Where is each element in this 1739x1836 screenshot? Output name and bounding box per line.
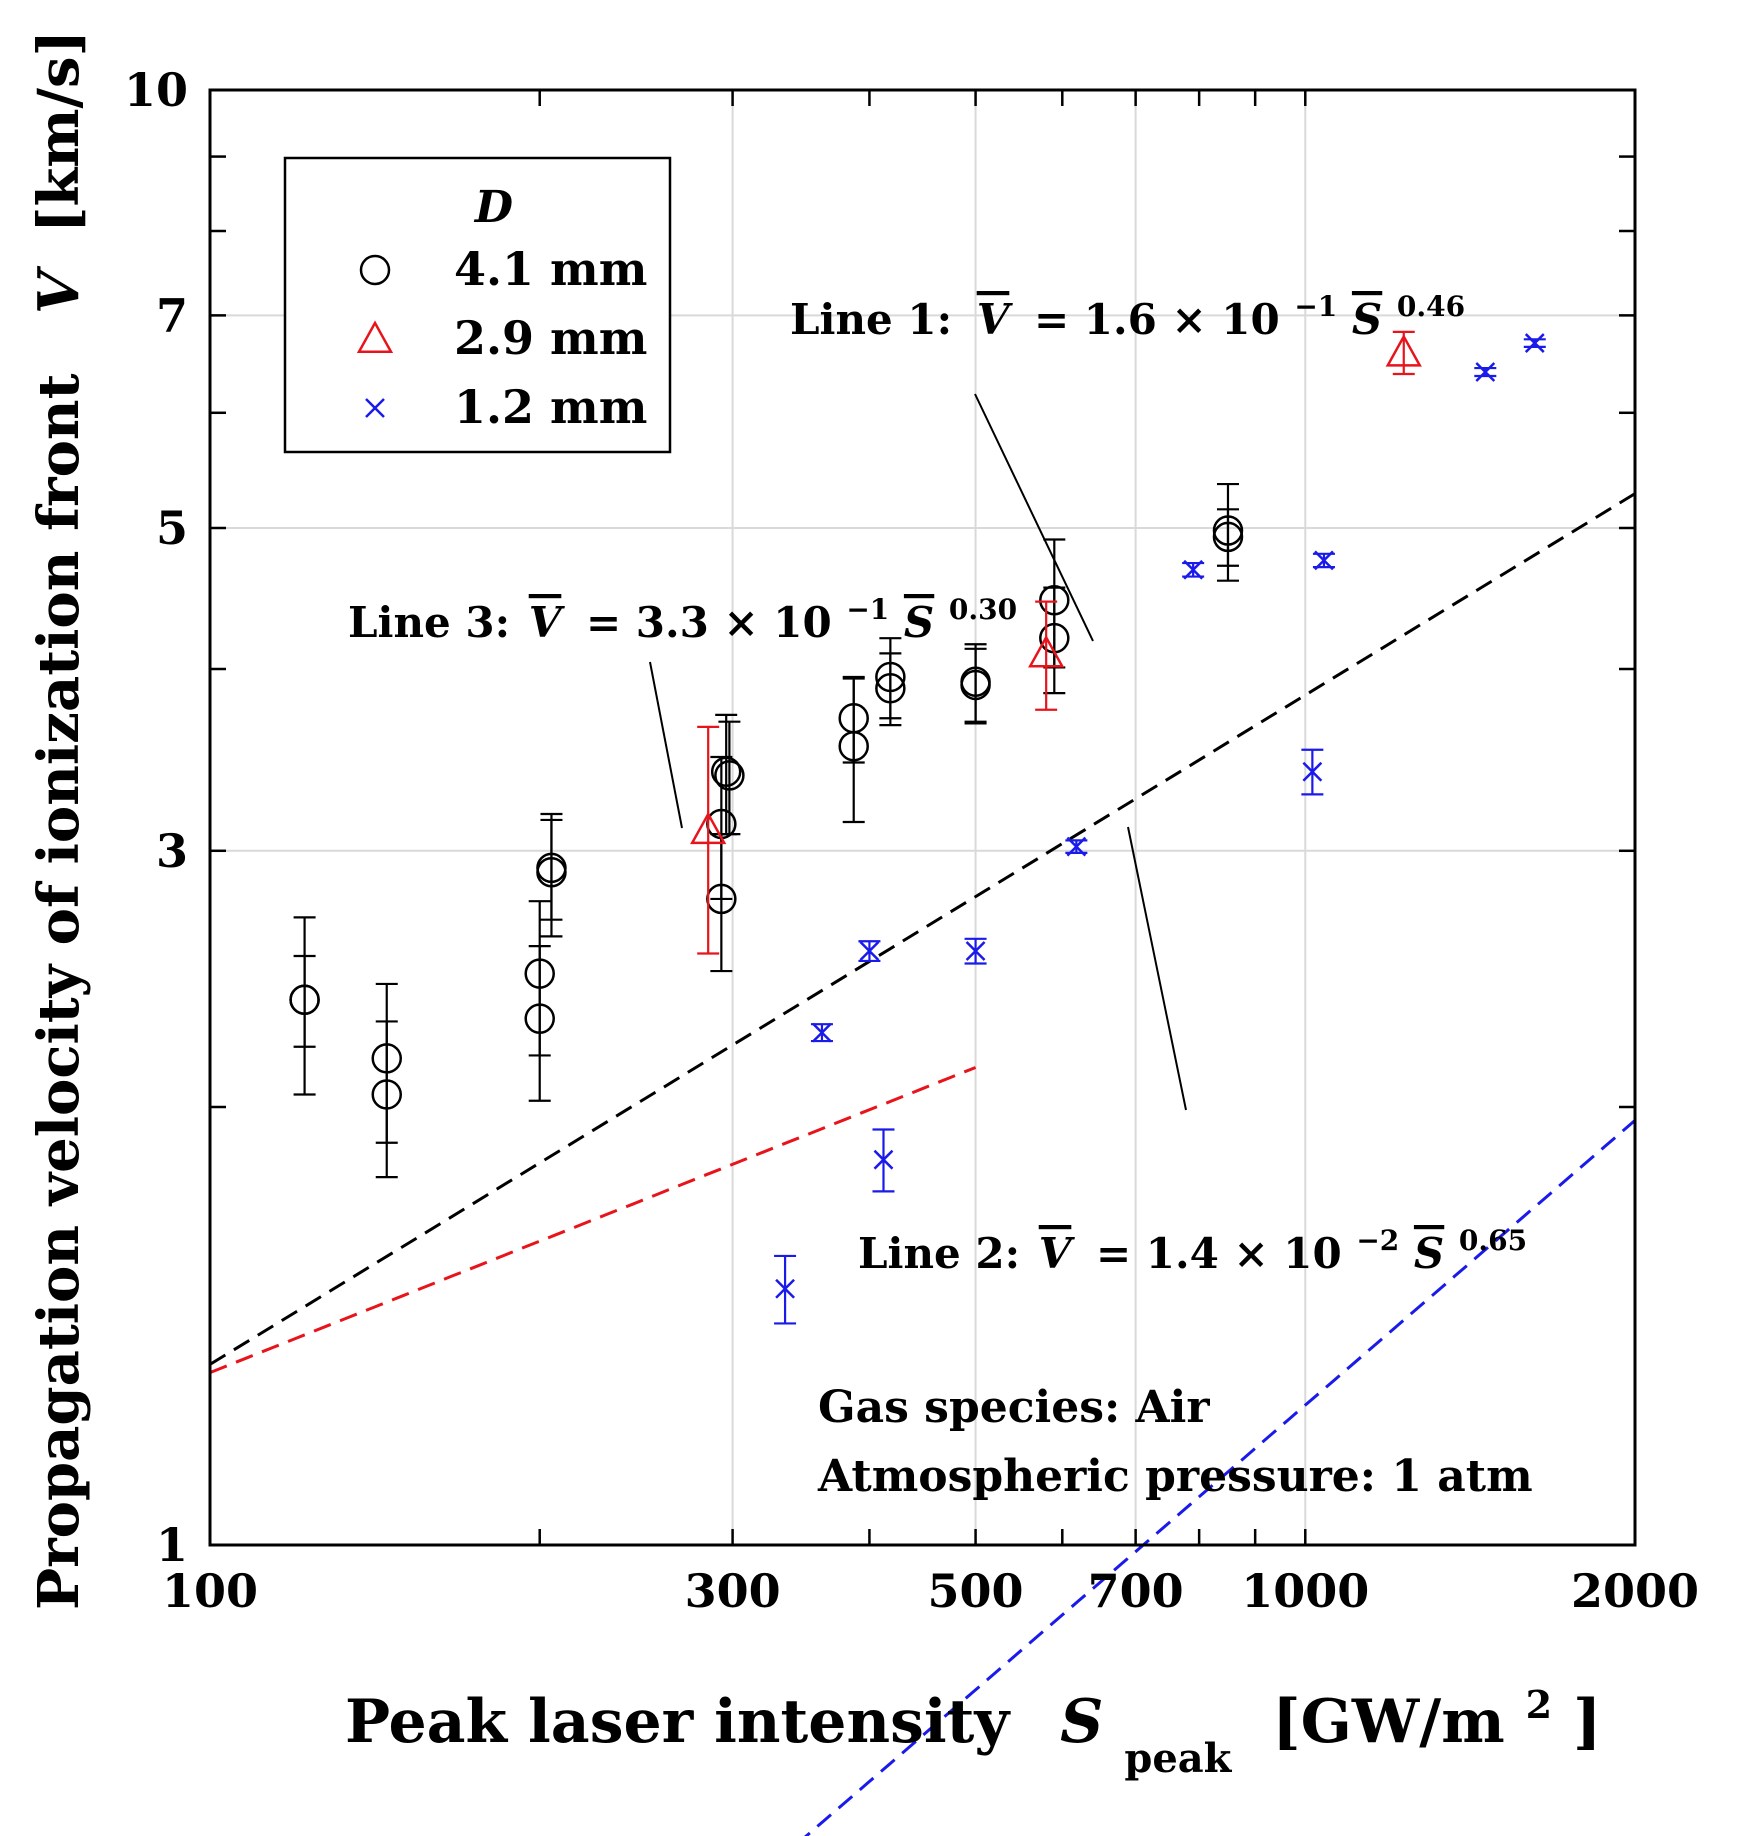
line3-pointer — [649, 661, 683, 829]
data-point — [965, 941, 986, 961]
plot-frame — [208, 88, 1637, 1547]
y-tick-label: 3 — [156, 824, 188, 878]
x-tick-label: 300 — [685, 1564, 781, 1618]
x-tick-label: 500 — [928, 1564, 1024, 1618]
tick-labels: 100 300 500 700 1000 2000 1 3 5 7 10 — [124, 63, 1699, 1618]
line1-annotation-exp-val: 0.46 — [1397, 290, 1465, 323]
x-axis-label-unit-end: ] — [1573, 1687, 1601, 1757]
line1-annotation-exp-pow: −1 — [1294, 290, 1337, 323]
line2-annotation-prefix: Line 2: — [858, 1229, 1020, 1278]
data-point — [1028, 634, 1065, 668]
series-1-2-mm — [774, 333, 1546, 1325]
legend-marker — [365, 398, 385, 418]
y-axis-label-unit: [km/s] — [26, 30, 92, 233]
line3-annotation-exp-pow: −1 — [846, 593, 889, 626]
data-point — [1183, 559, 1204, 580]
line2-pointer — [1127, 826, 1187, 1111]
y-tick-label: 10 — [124, 63, 188, 117]
legend-label: 2.9 mm — [454, 311, 647, 365]
fit-lines — [209, 492, 1636, 1836]
y-tick-label: 7 — [156, 288, 188, 342]
data-point — [524, 1003, 555, 1034]
line3-annotation-v: V — [529, 598, 566, 647]
y-axis-label-main: Propagation velocity of ionization front — [26, 373, 92, 1610]
x-axis-label-main: Peak laser intensity — [345, 1687, 1011, 1757]
note-pressure: Atmospheric pressure: 1 atm — [817, 1451, 1533, 1502]
y-axis-label-symbol: V — [26, 265, 92, 314]
data-point — [1066, 836, 1087, 857]
y-tick-label: 5 — [156, 501, 188, 555]
note-gas-species: Gas species: Air — [818, 1382, 1210, 1433]
line1-annotation-body: = 1.6 × 10 — [1034, 295, 1280, 344]
x-axis-label-unit: [GW/m — [1272, 1687, 1504, 1757]
line2-annotation-body: = 1.4 × 10 — [1096, 1229, 1342, 1278]
data-point — [710, 756, 742, 787]
y-tick-label: 1 — [156, 1518, 188, 1572]
data-point — [1314, 550, 1334, 571]
data-point — [1212, 521, 1244, 553]
data-point — [1475, 362, 1496, 382]
line1-annotation-prefix: Line 1: — [790, 295, 952, 344]
legend-marker — [359, 254, 391, 286]
series-4-1-mm — [289, 482, 1244, 1179]
line3-annotation-s: S — [904, 598, 934, 647]
data-point — [536, 856, 567, 888]
line2-annotation-exp-val: 0.65 — [1459, 1224, 1527, 1257]
x-axis-label-sup: 2 — [1526, 1682, 1552, 1727]
data-point — [812, 1022, 832, 1043]
line1-annotation-s: S — [1352, 295, 1382, 344]
data-point — [873, 1149, 894, 1170]
legend-title: D — [473, 182, 513, 233]
line1-annotation: Line 1: V = 1.6 × 10 −1 S 0.46 — [790, 277, 1465, 344]
line3-annotation: Line 3: V = 3.3 × 10 −1 S 0.30 — [348, 580, 1017, 647]
fit-line-line-2 — [803, 1119, 1636, 1836]
series-2-9-mm — [690, 330, 1422, 955]
line2-annotation: Line 2: V = 1.4 × 10 −2 S 0.65 — [858, 1211, 1527, 1278]
x-tick-label: 1000 — [1241, 1564, 1369, 1618]
data-point — [1524, 333, 1545, 353]
x-axis-label: Peak laser intensity S peak [GW/m 2 ] — [345, 1663, 1601, 1787]
line3-annotation-prefix: Line 3: — [348, 598, 510, 647]
data-point — [289, 984, 320, 1015]
x-axis-label-symbol: S — [1060, 1687, 1103, 1757]
data-point — [371, 1079, 402, 1110]
x-tick-label: 700 — [1088, 1564, 1184, 1618]
legend-box — [283, 156, 672, 454]
line2-annotation-exp-pow: −2 — [1356, 1224, 1399, 1257]
line2-annotation-s: S — [1414, 1229, 1444, 1278]
line1-pointer — [974, 393, 1094, 642]
line3-annotation-exp-val: 0.30 — [949, 593, 1017, 626]
data-point — [690, 811, 727, 845]
fit-line-line-3 — [209, 1066, 977, 1374]
x-axis-label-sub: peak — [1124, 1735, 1232, 1782]
y-axis-label: Propagation velocity of ionization front… — [26, 30, 92, 1610]
annotation-pointers — [649, 393, 1187, 1111]
line2-annotation-v: V — [1039, 1229, 1076, 1278]
data-point — [859, 941, 880, 961]
data-point — [1302, 761, 1323, 782]
x-tick-label: 100 — [162, 1564, 258, 1618]
axis-ticks — [208, 88, 1637, 1547]
data-point — [875, 672, 906, 704]
legend-entries: 4.1 mm 2.9 mm 1.2 mm — [356, 242, 647, 434]
data-point — [1385, 333, 1422, 367]
data-point — [960, 669, 991, 701]
legend-label: 4.1 mm — [454, 242, 647, 296]
legend: D 4.1 mm 2.9 mm 1.2 mm — [283, 156, 672, 454]
data-point — [838, 730, 869, 762]
data-point — [714, 760, 745, 791]
line1-annotation-v: V — [977, 295, 1014, 344]
x-tick-label: 2000 — [1571, 1564, 1699, 1618]
line3-annotation-body: = 3.3 × 10 — [586, 598, 832, 647]
data-point — [775, 1278, 795, 1299]
legend-label: 1.2 mm — [454, 380, 647, 434]
legend-marker — [356, 320, 394, 354]
data-marks — [289, 330, 1546, 1325]
